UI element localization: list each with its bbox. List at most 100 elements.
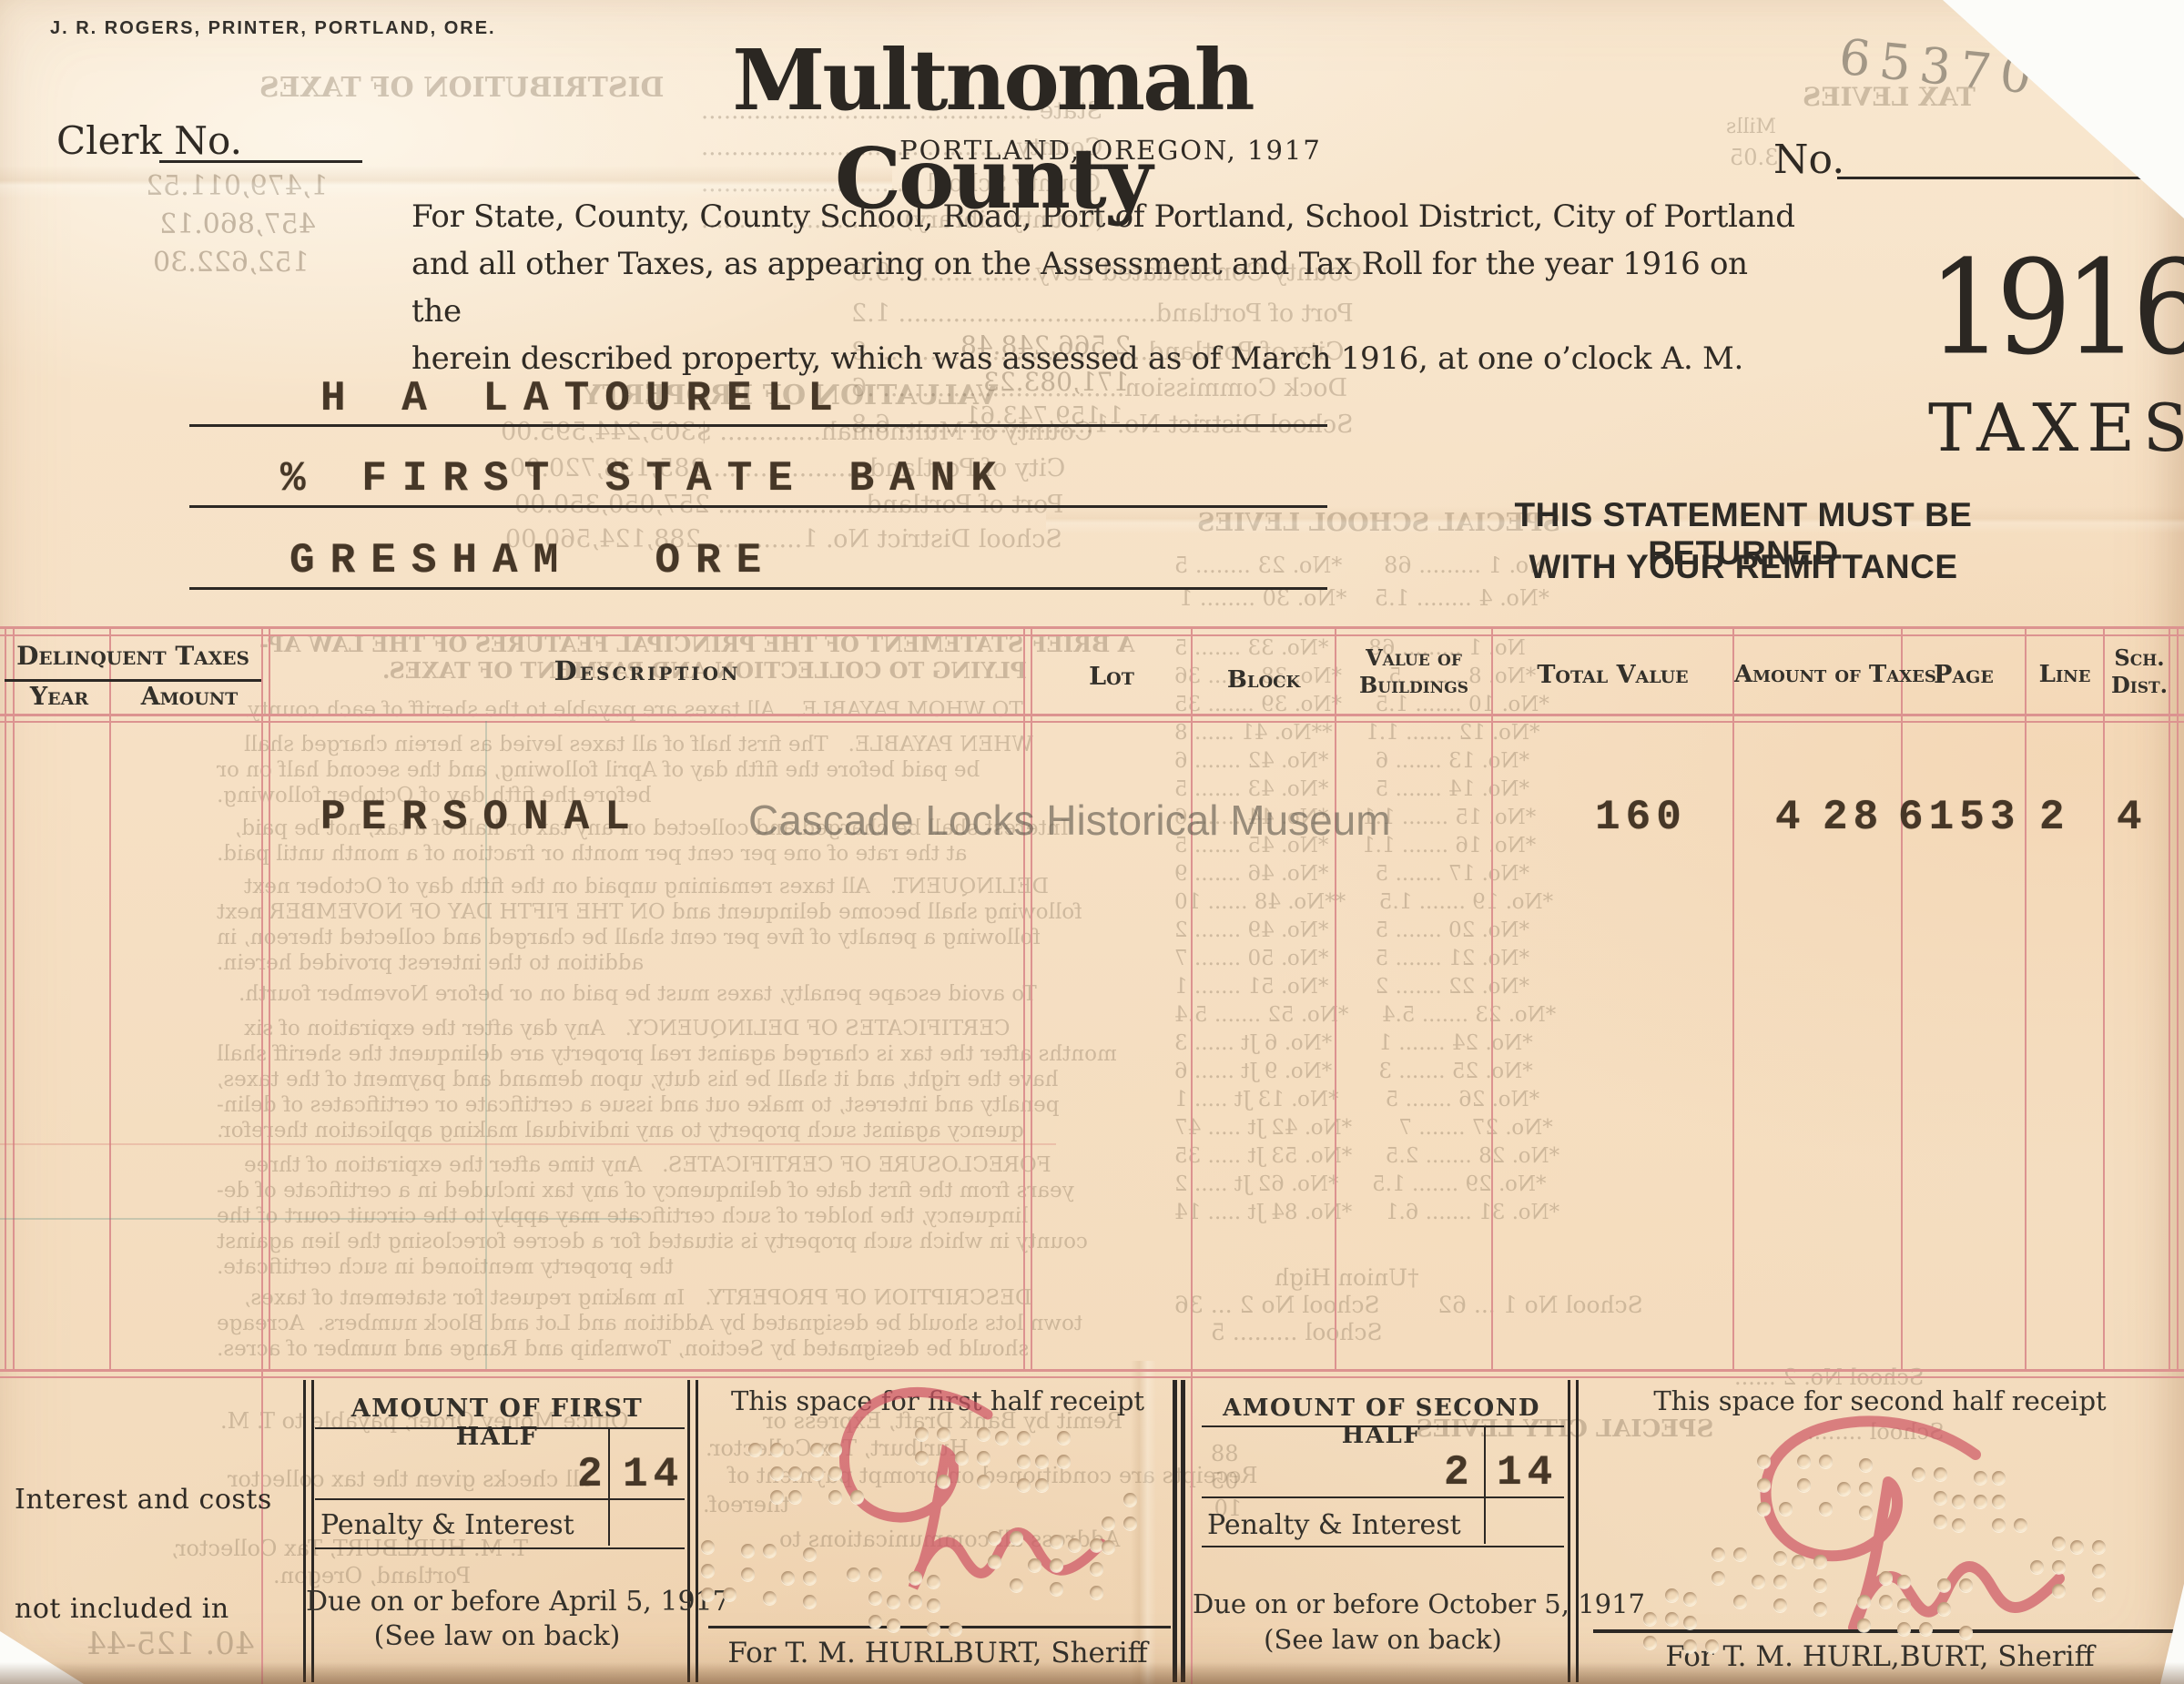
perforation-dot	[1819, 1455, 1833, 1468]
perforation-dot	[909, 1571, 922, 1585]
address-line-1	[189, 424, 1327, 427]
row-total-value: 160	[1595, 794, 1687, 841]
col-header-delinquent-taxes: Delinquent Taxes	[16, 641, 249, 671]
perforation-dot	[2030, 1560, 2044, 1574]
bleedthrough-text: penalty and interest, to make out and is…	[217, 1093, 1060, 1117]
bleedthrough-text: County of Multnomah............. $305,24…	[501, 418, 1093, 446]
perforation-dot	[1813, 1578, 1827, 1592]
perforation-dot	[803, 1547, 817, 1561]
perforation-dot	[1090, 1586, 1103, 1599]
perforation-dot	[977, 1451, 990, 1465]
bleedthrough-text: at the rate of one per cent per month or…	[217, 842, 968, 866]
clerk-no-blank-line	[159, 160, 362, 163]
bleedthrough-text: 1,479,011.52	[146, 170, 329, 202]
bleedthrough-text: School ......... 5	[1211, 1319, 1383, 1345]
perforation-dot	[1792, 1555, 1805, 1568]
perforation-dot	[909, 1595, 922, 1608]
bleedthrough-text: *No. 25 ....... 3 *No. 9 Jt ...... 6	[1174, 1060, 1533, 1083]
second-receipt-box-border	[1576, 1380, 1579, 1682]
bleedthrough-text: Receipts are conditioned on prompt payme…	[728, 1463, 1258, 1488]
second-half-cents-divider	[1484, 1425, 1486, 1544]
perforation-dot	[1643, 1612, 1657, 1626]
second-half-amount-cents: 14	[1497, 1449, 1559, 1496]
perforation-dot	[803, 1595, 817, 1608]
perforation-dot	[1017, 1431, 1031, 1445]
table-top-rule-2	[0, 634, 2184, 636]
perforation-dot	[937, 1475, 950, 1488]
footer-top-rule-2	[0, 1376, 2184, 1378]
perforation-dot	[1057, 1431, 1071, 1445]
bleedthrough-text: 152,622.30	[153, 247, 310, 279]
table-vrule-amount-desc	[261, 626, 263, 1684]
bleedthrough-text: town lots should be designated by Additi…	[217, 1312, 1083, 1335]
perforation-dot	[915, 1427, 929, 1441]
perforation-dot	[741, 1544, 755, 1557]
col-header-page: Page	[1934, 661, 1994, 689]
tax-year-big: 1916	[1928, 231, 2184, 384]
perforation-dot	[1859, 1482, 1873, 1496]
perforation-dot	[847, 1567, 860, 1581]
table-top-rule	[0, 626, 2184, 629]
perforation-dot	[1665, 1612, 1679, 1626]
table-vrule-desc-lot	[1023, 626, 1025, 1371]
perforation-dot	[2070, 1540, 2084, 1554]
perforation-dot	[1712, 1547, 1725, 1561]
perforation-dot	[869, 1567, 882, 1581]
perforation-dot	[1937, 1602, 1951, 1616]
perforation-dot	[1102, 1517, 1115, 1530]
museum-watermark: Cascade Locks Historical Museum	[748, 796, 1391, 844]
bleedthrough-text: all checks given the tax collector	[228, 1466, 593, 1492]
bleedthrough-text: *No. 24 ....... 1 *No. 6 Jt ...... 3	[1174, 1031, 1533, 1055]
perforation-dot	[1857, 1618, 1871, 1632]
perforation-dot	[1010, 1578, 1023, 1592]
perforation-dot	[723, 1588, 736, 1601]
perforation-dot	[1859, 1506, 1873, 1519]
second-receipt-box-border	[1568, 1380, 1570, 1682]
first-receipt-right-border	[1173, 1380, 1177, 1682]
col-header-amount: Amount	[140, 683, 239, 711]
intro-paragraph: For State, County, County School, Road, …	[411, 193, 1804, 382]
perforation-dot	[1879, 1571, 1893, 1585]
perforation-dot	[1992, 1518, 2006, 1532]
bleedthrough-text: years from the first date of delinquency…	[217, 1179, 1074, 1202]
perforation-dot	[803, 1571, 817, 1585]
bleedthrough-text: 457,860.12	[159, 208, 316, 240]
perforation-dot	[1123, 1517, 1137, 1530]
perforation-dot	[1992, 1471, 2006, 1485]
table-vrule	[1031, 626, 1032, 1371]
perforation-dot	[1057, 1455, 1071, 1468]
perforation-dot	[1897, 1622, 1911, 1636]
scan-corner-top-right	[1943, 0, 2184, 218]
perforation-dot	[828, 1466, 842, 1480]
second-half-amount-rule	[1202, 1496, 1564, 1498]
footer-top-rule	[0, 1369, 2184, 1372]
perforation-dot	[1857, 1595, 1871, 1608]
col-header-block: Block	[1226, 666, 1301, 694]
taxes-big-label: TAXES	[1928, 390, 2184, 466]
header-bottom-rule-2	[0, 721, 2184, 723]
perforation-dot	[701, 1564, 715, 1577]
table-vrule-total-taxes	[1732, 626, 1734, 1371]
perforation-dot	[1705, 1639, 1719, 1653]
perforation-dot	[2052, 1560, 2066, 1574]
perforation-dot	[1974, 1495, 1987, 1508]
bleedthrough-text: following a penalty of five per cent sha…	[217, 926, 1041, 949]
perforation-dot	[1683, 1616, 1697, 1629]
perforation-dot	[1733, 1547, 1747, 1561]
perforation-dot	[810, 1466, 824, 1480]
perforation-dot	[828, 1490, 842, 1504]
first-receipt-box-border	[687, 1380, 690, 1682]
perforation-dot	[1934, 1515, 1947, 1528]
col-header-year: Year	[29, 683, 89, 711]
col-header-amount-of-taxes: Amount of Taxes	[1734, 661, 1936, 688]
return-notice-line-2: WITH YOUR REMITTANCE	[1529, 548, 1958, 585]
return-notice-line-1: THIS STATEMENT MUST BE RETURNED	[1514, 496, 1973, 572]
bleedthrough-text: School ........	[1807, 1419, 1945, 1445]
second-half-see-law: (See law on back)	[1264, 1624, 1502, 1655]
first-receipt-right-border	[1181, 1380, 1185, 1682]
perforation-dot	[763, 1591, 777, 1605]
bleedthrough-text: DELINQUENT. All taxes remaining unpaid o…	[244, 875, 1049, 898]
perforation-dot	[887, 1618, 900, 1632]
perforation-dot	[763, 1544, 777, 1557]
bleed-teal-vrule	[485, 721, 487, 1369]
